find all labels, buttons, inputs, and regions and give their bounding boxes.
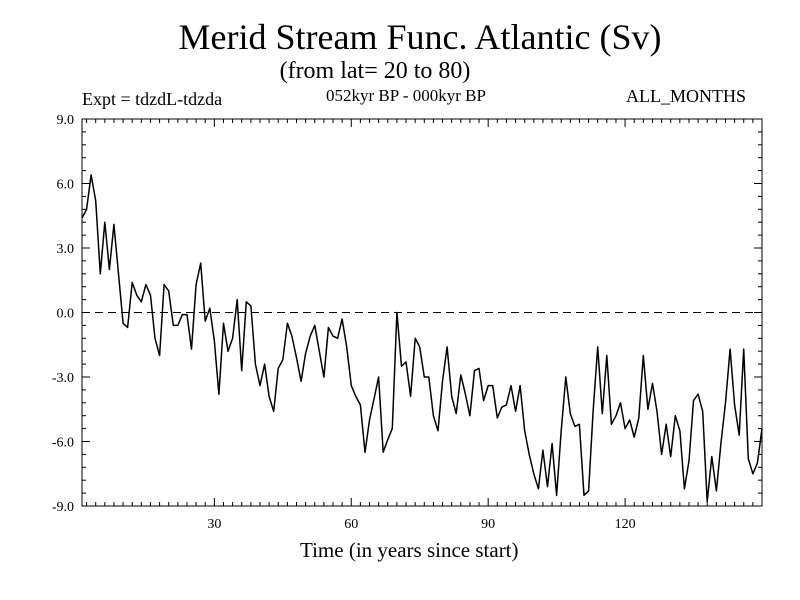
x-tick-label: 60 bbox=[344, 517, 358, 532]
y-tick-label: -6.0 bbox=[52, 436, 74, 451]
y-tick-label: 0.0 bbox=[57, 307, 75, 322]
y-tick-label: 6.0 bbox=[57, 178, 75, 193]
x-tick-label: 120 bbox=[615, 517, 636, 532]
period-label: 052kyr BP - 000kyr BP bbox=[326, 86, 486, 105]
season-label: ALL_MONTHS bbox=[626, 86, 746, 106]
y-tick-label: -3.0 bbox=[52, 371, 74, 386]
x-axis-label: Time (in years since start) bbox=[300, 538, 519, 562]
x-tick-label: 30 bbox=[207, 517, 221, 532]
series-line bbox=[81, 174, 763, 503]
y-tick-label: -9.0 bbox=[52, 500, 74, 515]
y-tick-label: 9.0 bbox=[57, 113, 75, 128]
y-tick-label: 3.0 bbox=[57, 242, 75, 257]
experiment-label: Expt = tdzdL-tdzda bbox=[82, 89, 223, 109]
chart-subtitle: (from lat= 20 to 80) bbox=[279, 58, 471, 84]
x-tick-label: 90 bbox=[481, 517, 495, 532]
chart-title: Merid Stream Func. Atlantic (Sv) bbox=[178, 17, 662, 57]
